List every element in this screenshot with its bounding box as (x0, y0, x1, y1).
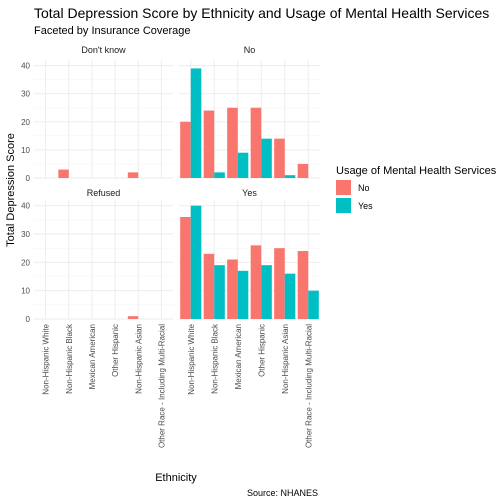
y-axis-title: Total Depression Score (5, 133, 17, 247)
facet-panel-don-t-know: Don't know 0 10 20 30 40 (21, 45, 173, 183)
y-tick-label: 20 (21, 258, 30, 267)
legend-label-no: No (358, 183, 370, 193)
bar-yes-mexican-american-no (227, 259, 238, 319)
x-tick-labels: Non-Hispanic White Non-Hispanic Black Mexi… (42, 323, 314, 448)
bar-yes-mexican-american-yes (237, 270, 249, 319)
facet-panel-no: No (179, 45, 320, 179)
x-tick-label: Non-Hispanic White (42, 323, 51, 394)
legend-key-yes (336, 198, 351, 213)
chart-title: Total Depression Score by Ethnicity and … (34, 5, 489, 21)
bar-no-mexican-american-yes (237, 152, 249, 178)
facet-panels: Don't know 0 10 20 30 40 No Refused 0 10 20 30 40 Yes (21, 45, 320, 324)
legend-key-no (336, 180, 351, 195)
y-tick-label: 20 (21, 118, 30, 127)
bar-yes-non-hispanic-white-no (180, 217, 191, 319)
bar-no-mexican-american-no (227, 107, 238, 178)
bar-no-non-hispanic-white-yes (190, 68, 202, 178)
x-tick-label: Other Hispanic (257, 324, 266, 377)
legend-title: Usage of Mental Health Services (336, 165, 497, 177)
bar-no-non-hispanic-black-no (203, 110, 215, 178)
x-tick-label: Non-Hispanic Asian (134, 324, 143, 394)
x-tick-label: Non-Hispanic Black (65, 323, 74, 394)
x-axis-title: Ethnicity (155, 472, 197, 484)
y-tick-label: 40 (21, 202, 30, 211)
bar-yes-other-hispanic-yes (261, 265, 272, 319)
bar-yes-other-race-including-multi-racial-yes (308, 290, 319, 319)
legend: Usage of Mental Health Services No Yes (336, 165, 497, 213)
x-tick-label: Other Race - Including Multi-Racial (157, 324, 166, 448)
bar-yes-non-hispanic-black-no (203, 253, 215, 319)
bar-yes-non-hispanic-asian-yes (284, 273, 296, 319)
y-tick-label: 30 (21, 230, 30, 239)
x-tick-label: Non-Hispanic White (187, 323, 196, 394)
bar-no-non-hispanic-asian-yes (284, 175, 296, 178)
y-tick-label: 10 (21, 287, 30, 296)
y-tick-label: 10 (21, 146, 30, 155)
bar-refused-non-hispanic-asian-no (127, 316, 139, 319)
chart-subtitle: Faceted by Insurance Coverage (34, 25, 191, 37)
facet-label-don-t-know: Don't know (81, 45, 126, 55)
bar-yes-non-hispanic-asian-no (274, 248, 285, 319)
bar-don-t-know-non-hispanic-black-no (58, 169, 69, 178)
x-tick-label: Mexican American (234, 324, 243, 389)
x-tick-label: Mexican American (88, 324, 97, 389)
bar-no-other-race-including-multi-racial-no (297, 163, 309, 178)
facet-panel-yes: Yes (179, 188, 320, 320)
bar-no-non-hispanic-white-no (180, 121, 191, 178)
x-tick-label: Other Race - Including Multi-Racial (304, 324, 313, 448)
bar-don-t-know-non-hispanic-asian-no (127, 172, 139, 178)
y-tick-label: 0 (26, 315, 31, 324)
chart-caption: Source: NHANES (247, 488, 318, 498)
bar-no-non-hispanic-asian-no (274, 138, 285, 178)
bar-no-other-hispanic-no (250, 107, 262, 178)
bar-yes-non-hispanic-black-yes (214, 265, 225, 319)
facet-panel-refused: Refused 0 10 20 30 40 (21, 188, 173, 324)
facet-label-refused: Refused (87, 188, 121, 198)
y-tick-label: 30 (21, 90, 30, 99)
legend-label-yes: Yes (358, 201, 373, 211)
x-tick-label: Other Hispanic (111, 324, 120, 377)
bar-no-non-hispanic-black-yes (214, 172, 225, 178)
x-tick-label: Non-Hispanic Black (210, 323, 219, 394)
bar-yes-other-hispanic-no (250, 245, 262, 319)
bar-no-other-hispanic-yes (261, 138, 272, 178)
x-tick-label: Non-Hispanic Asian (281, 324, 290, 394)
bar-yes-other-race-including-multi-racial-no (297, 251, 309, 319)
bar-yes-non-hispanic-white-yes (190, 205, 202, 319)
facet-label-yes: Yes (242, 188, 257, 198)
facet-label-no: No (244, 45, 256, 55)
y-tick-label: 0 (26, 174, 31, 183)
y-tick-label: 40 (21, 62, 30, 71)
